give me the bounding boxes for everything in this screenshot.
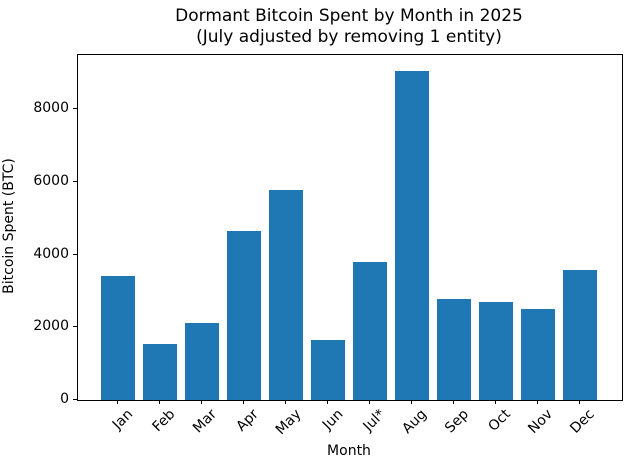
bar-may <box>268 189 303 400</box>
y-tick-label-0: 0 <box>60 391 69 407</box>
y-tick-label-6000: 6000 <box>33 172 69 189</box>
x-tick-label-oct: Oct <box>485 406 515 435</box>
bar-jan <box>100 276 135 400</box>
y-tick-mark-6000 <box>73 180 77 182</box>
x-tick-label-apr: Apr <box>233 406 263 435</box>
y-tick-mark-8000 <box>73 108 77 110</box>
y-tick-label-8000: 8000 <box>33 100 69 117</box>
x-tick-mark-sep <box>452 400 454 404</box>
x-tick-label-mar: Mar <box>190 406 221 437</box>
y-axis-label: Bitcoin Spent (BTC) <box>1 158 17 294</box>
bar-mar <box>184 323 219 400</box>
bar-nov <box>520 309 555 400</box>
bar-aug <box>394 71 429 400</box>
bar-oct <box>478 301 513 400</box>
bar-sep <box>436 298 471 400</box>
bar-dec <box>562 270 597 400</box>
x-tick-label-may: May <box>272 406 305 439</box>
x-tick-mark-feb <box>158 400 160 404</box>
x-tick-mark-jun <box>326 400 328 404</box>
x-axis-label: Month <box>327 443 371 459</box>
bar-apr <box>226 231 261 400</box>
plot-area <box>77 54 623 401</box>
x-tick-mark-may <box>284 400 286 404</box>
x-tick-mark-mar <box>200 400 202 404</box>
y-tick-label-2000: 2000 <box>33 318 69 335</box>
bar-feb <box>142 344 177 400</box>
x-tick-label-jan: Jan <box>109 406 137 433</box>
bar-jul <box>352 261 387 400</box>
x-tick-label-dec: Dec <box>567 406 599 437</box>
x-tick-label-feb: Feb <box>149 406 179 436</box>
x-tick-mark-nov <box>536 400 538 404</box>
y-tick-mark-2000 <box>73 326 77 328</box>
x-tick-label-jul: Jul* <box>359 406 389 435</box>
chart-title: Dormant Bitcoin Spent by Month in 2025 (… <box>77 6 621 48</box>
y-tick-mark-0 <box>73 399 77 400</box>
chart-title-line-2: (July adjusted by removing 1 entity) <box>196 27 502 47</box>
x-tick-mark-jul <box>368 400 370 404</box>
x-tick-label-nov: Nov <box>525 406 557 437</box>
chart-title-line-1: Dormant Bitcoin Spent by Month in 2025 <box>175 6 523 26</box>
x-tick-label-sep: Sep <box>442 406 473 437</box>
x-tick-mark-oct <box>494 400 496 404</box>
x-tick-mark-jan <box>116 400 118 404</box>
y-tick-label-4000: 4000 <box>33 245 69 262</box>
y-tick-mark-4000 <box>73 253 77 255</box>
bar-jun <box>310 340 345 400</box>
x-tick-mark-dec <box>578 400 580 404</box>
x-tick-label-jun: Jun <box>319 406 347 434</box>
x-tick-mark-apr <box>242 400 244 404</box>
x-tick-mark-aug <box>410 400 412 404</box>
x-tick-label-aug: Aug <box>399 406 431 437</box>
